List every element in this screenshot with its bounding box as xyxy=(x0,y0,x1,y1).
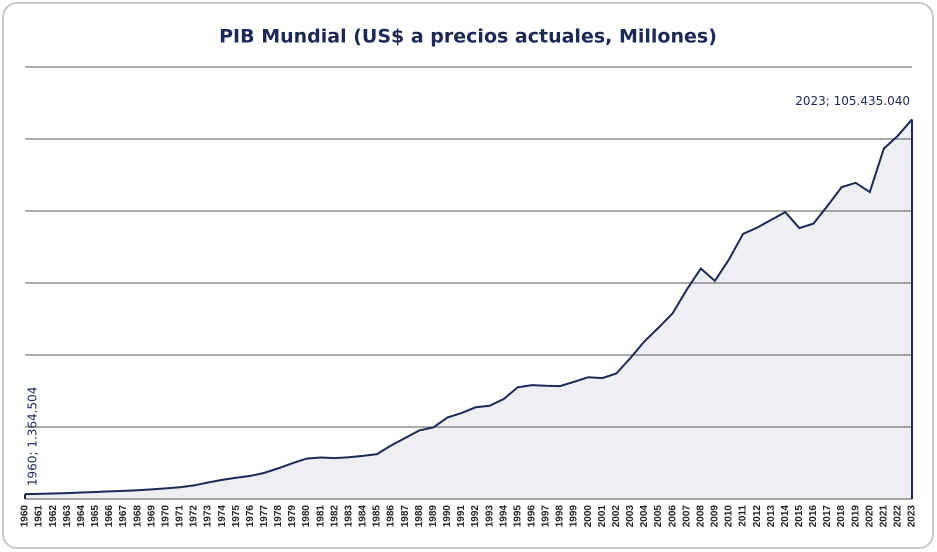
x-tick-label: 2021 xyxy=(878,505,889,528)
x-tick-label: 1964 xyxy=(76,505,87,528)
x-tick-label: 1960 xyxy=(20,505,31,528)
x-tick-label: 1999 xyxy=(569,505,580,528)
x-tick-label: 1968 xyxy=(132,505,143,528)
x-tick-label: 1978 xyxy=(273,505,284,528)
x-tick-label: 1987 xyxy=(400,505,411,528)
x-tick-label: 1969 xyxy=(146,505,157,528)
x-tick-label: 2017 xyxy=(822,505,833,528)
x-tick-label: 1995 xyxy=(512,505,523,528)
x-tick-label: 2019 xyxy=(850,505,861,528)
x-tick-label: 1967 xyxy=(118,505,129,528)
chart-title: PIB Mundial (US$ a precios actuales, Mil… xyxy=(219,26,717,48)
x-tick-label: 1983 xyxy=(343,505,354,528)
x-tick-label: 2015 xyxy=(794,505,805,528)
x-tick-label: 1981 xyxy=(315,505,326,528)
x-tick-label: 1990 xyxy=(442,505,453,528)
x-tick-label: 1963 xyxy=(62,505,73,528)
x-tick-label: 2011 xyxy=(738,505,749,527)
x-tick-label: 1965 xyxy=(90,505,101,528)
x-tick-label: 2007 xyxy=(681,505,692,528)
x-tick-label: 1997 xyxy=(541,505,552,528)
x-tick-label: 2006 xyxy=(667,505,678,528)
x-tick-label: 2012 xyxy=(752,505,763,528)
x-tick-label: 1970 xyxy=(160,505,171,528)
x-tick-label: 2020 xyxy=(864,505,875,528)
x-tick-label: 1975 xyxy=(231,505,242,528)
x-tick-label: 1988 xyxy=(414,505,425,528)
x-tick-label: 1974 xyxy=(217,505,228,528)
x-tick-label: 2009 xyxy=(710,505,721,528)
x-tick-label: 2014 xyxy=(780,505,791,528)
x-tick-label: 1982 xyxy=(329,505,340,528)
x-tick-label: 2016 xyxy=(808,505,819,528)
x-tick-label: 1962 xyxy=(48,505,59,528)
x-tick-label: 2013 xyxy=(766,505,777,528)
x-tick-label: 2002 xyxy=(611,505,622,528)
x-tick-label: 1994 xyxy=(498,505,509,528)
x-tick-label: 1998 xyxy=(555,505,566,528)
x-tick-label: 1993 xyxy=(484,505,495,528)
x-tick-label: 2004 xyxy=(639,505,650,528)
x-tick-label: 2022 xyxy=(893,505,904,528)
x-tick-label: 1973 xyxy=(203,505,214,528)
x-tick-label: 2018 xyxy=(836,505,847,528)
x-tick-label: 1996 xyxy=(526,505,537,528)
x-tick-label: 2000 xyxy=(583,505,594,528)
x-tick-label: 1971 xyxy=(175,505,186,528)
x-tick-label: 2010 xyxy=(724,505,735,528)
x-tick-label: 1976 xyxy=(245,505,256,528)
area xyxy=(25,119,912,500)
x-tick-label: 1986 xyxy=(386,505,397,528)
x-tick-label: 1961 xyxy=(34,505,45,528)
x-tick-label: 1985 xyxy=(372,505,383,528)
x-tick-label: 1991 xyxy=(456,505,467,528)
x-tick-label: 1992 xyxy=(470,505,481,528)
data-label: 1960; 1.364.504 xyxy=(26,387,40,486)
x-tick-label: 2008 xyxy=(695,505,706,528)
x-tick-label: 1979 xyxy=(287,505,298,528)
line xyxy=(24,118,913,496)
x-tick-label: 1989 xyxy=(428,505,439,528)
x-tick-label: 1972 xyxy=(189,505,200,528)
x-tick-label: 2005 xyxy=(653,505,664,528)
x-tick-label: 2023 xyxy=(907,505,918,528)
x-tick-label: 1977 xyxy=(259,505,270,528)
data-label: 2023; 105.435.040 xyxy=(795,94,910,108)
x-tick-label: 1966 xyxy=(104,505,115,528)
x-tick-label: 2001 xyxy=(597,505,608,528)
x-tick-label: 1980 xyxy=(301,505,312,528)
x-tick-label: 1984 xyxy=(358,505,369,528)
x-tick-label: 2003 xyxy=(625,505,636,528)
